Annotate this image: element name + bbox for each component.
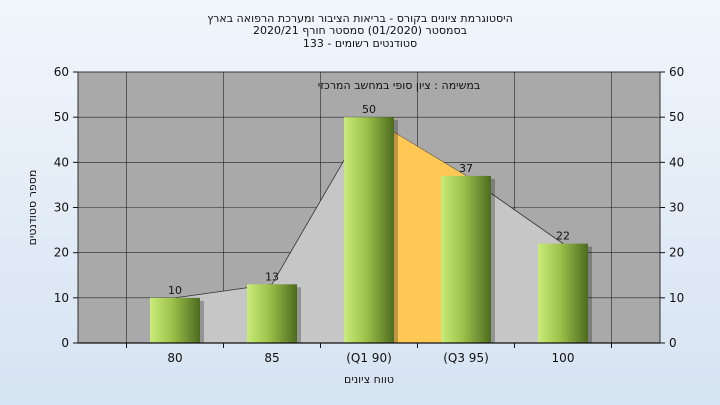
x-tick-label: (Q3 95) [443,351,489,365]
data-label: 37 [459,162,473,175]
y-tick-label-left: 60 [54,65,69,79]
bar [538,243,588,343]
y-tick-label-right: 40 [669,155,684,169]
data-label: 22 [556,230,570,243]
inner-title: במשימה : ציון סופי במחשב המרכזי [318,79,481,92]
x-tick-label: 85 [264,351,279,365]
chart-subtitle-semester: בסמסטר (01/2020) סמסטר חורף 2020/21 [253,24,467,37]
y-tick-label-left: 20 [54,246,69,260]
data-label: 50 [362,103,376,116]
bar [344,117,394,344]
y-tick-label-right: 0 [669,336,677,350]
bar [247,284,297,343]
y-tick-label-left: 50 [54,110,69,124]
y-tick-label-right: 50 [669,110,684,124]
axes: 0 0 10 10 20 20 30 30 40 40 50 50 60 60 80 85 (Q1 90) (Q3… [54,65,685,365]
y-tick-label-right: 60 [669,65,684,79]
bars: 10 13 50 37 22 [150,103,592,344]
y-tick-label-left: 0 [61,336,69,350]
bar [441,175,491,343]
y-axis-label: מספר סטודנטים [26,170,39,246]
x-axis-label: טווח ציונים [344,373,394,386]
data-label: 10 [168,284,182,297]
y-tick-label-left: 10 [54,291,69,305]
y-tick-label-left: 30 [54,201,69,215]
y-tick-label-right: 30 [669,201,684,215]
y-tick-label-right: 10 [669,291,684,305]
x-tick-label: 100 [552,351,575,365]
y-tick-label-left: 40 [54,155,69,169]
chart-subtitle-enrolled: סטודנטים רשומים - 133 [302,37,418,50]
x-tick-label: 80 [167,351,182,365]
bar [150,297,200,343]
data-label: 13 [265,270,279,283]
chart-title: היסטוגרמת ציונים בקורס - בריאות הציבור ו… [207,12,513,25]
y-tick-label-right: 20 [669,246,684,260]
x-tick-label: (Q1 90) [346,351,392,365]
